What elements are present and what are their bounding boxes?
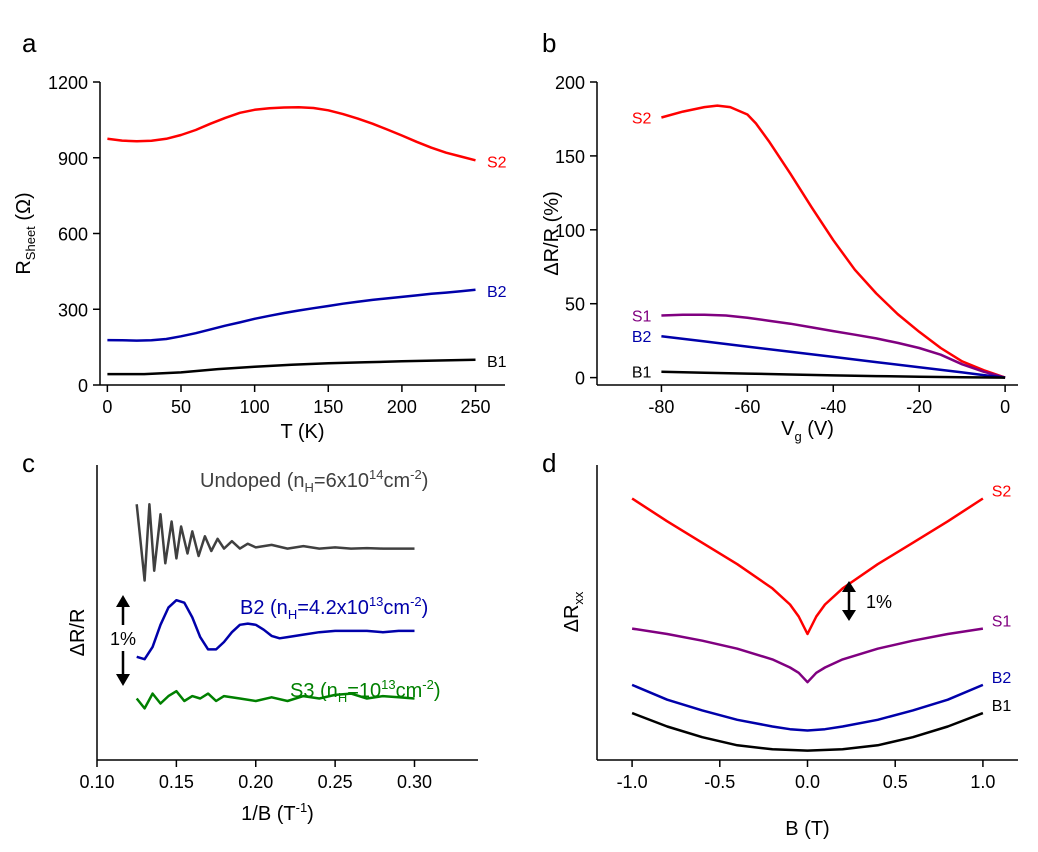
x-tick-label: 0.5	[883, 772, 908, 792]
scale-bar-arrow-down-icon	[842, 610, 856, 621]
x-tick-label: 0.30	[397, 772, 432, 792]
series-b2-line	[631, 683, 984, 732]
y-tick-label: 1200	[48, 73, 88, 93]
y-tick-label: 600	[58, 225, 88, 245]
series-label-b2: B2	[632, 329, 652, 346]
series-b2-line	[136, 598, 415, 661]
annotation-undoped: Undoped (nH=6x1014cm-2)	[200, 467, 428, 495]
x-tick-label: 50	[171, 397, 191, 417]
y-axis-title: RSheet (Ω)	[13, 192, 38, 274]
y-tick-label: 900	[58, 149, 88, 169]
series-b2-line	[661, 334, 1006, 379]
x-tick-label: 0.20	[238, 772, 273, 792]
x-tick-label: 250	[461, 397, 491, 417]
x-tick-label: 1.0	[970, 772, 995, 792]
series-label-b1: B1	[487, 354, 507, 371]
series-label-s2: S2	[632, 110, 652, 127]
x-tick-label: -80	[648, 397, 674, 417]
scale-bar-label: 1%	[110, 629, 136, 649]
x-tick-label: -20	[906, 397, 932, 417]
panel-d: d -1.0 -0.5 0.0 0.5 1.0 S2 S1 B2 B1 1% B (T) ΔRxx	[542, 448, 1018, 840]
series-b1-line	[631, 711, 984, 752]
y-tick-label: 0	[575, 369, 585, 389]
x-tick-label: -1.0	[617, 772, 648, 792]
series-label-b1: B1	[632, 365, 652, 382]
x-tick-label: 200	[387, 397, 417, 417]
series-label-b2: B2	[487, 284, 507, 301]
series-label-s1: S1	[632, 309, 652, 326]
panel-c: c 0.10 0.15 0.20 0.25 0.30 Undoped (nH=6x1014c…	[22, 448, 478, 825]
scale-bar-arrow-up-icon	[116, 595, 130, 607]
series-label-b2: B2	[992, 670, 1012, 687]
series-s2-line	[107, 106, 476, 162]
x-axis-title: Vg (V)	[781, 418, 834, 444]
x-tick-label: 100	[240, 397, 270, 417]
scale-bar-label-bg	[106, 625, 142, 651]
x-tick-label: 0.10	[79, 772, 114, 792]
x-tick-label: 0.25	[318, 772, 353, 792]
x-tick-label: 0.15	[159, 772, 194, 792]
series-s2-line	[661, 104, 1006, 379]
series-label-s2: S2	[487, 154, 507, 171]
y-tick-label: 300	[58, 300, 88, 320]
x-tick-label: -60	[734, 397, 760, 417]
scale-bar-arrow-down-icon	[116, 674, 130, 686]
scale-bar-label: 1%	[866, 592, 892, 612]
series-b1-line	[661, 370, 1006, 379]
x-tick-label: -0.5	[704, 772, 735, 792]
annotation-s3: S3 (nH=1013cm-2)	[290, 677, 441, 705]
x-tick-label: 0	[102, 397, 112, 417]
panel-b: b -80 -60 -40 -20 0 0 50 100 150 200 S2 S1 B2 B1 Vg (V)…	[541, 28, 1018, 444]
y-tick-label: 150	[555, 147, 585, 167]
series-s3-line	[135, 689, 415, 710]
y-tick-label: 0	[78, 376, 88, 396]
y-tick-label: 100	[555, 221, 585, 241]
y-axis-title: ΔRxx	[561, 591, 586, 632]
x-tick-label: 0.0	[795, 772, 820, 792]
panel-label: d	[542, 448, 556, 478]
panel-a: a 0 50 100 150 200 250 0 300 600 900 1200 S2 B2 B1 T (K…	[13, 28, 507, 443]
x-axis-title: T (K)	[280, 421, 324, 443]
panel-label: a	[22, 28, 37, 58]
y-axis-title: ΔR/R (%)	[541, 191, 563, 275]
series-label-s1: S1	[992, 614, 1012, 631]
x-tick-label: -40	[820, 397, 846, 417]
annotation-b2: B2 (nH=4.2x1013cm-2)	[240, 594, 428, 622]
series-s1-line	[661, 313, 1006, 379]
series-label-s2: S2	[992, 484, 1012, 501]
x-tick-label: 0	[1000, 397, 1010, 417]
x-tick-label: 150	[313, 397, 343, 417]
panel-label: b	[542, 28, 556, 58]
y-tick-label: 200	[555, 73, 585, 93]
series-s2-line	[631, 497, 984, 636]
series-label-b1: B1	[992, 698, 1012, 715]
panel-label: c	[22, 448, 35, 478]
scale-bar-arrow-up-icon	[842, 581, 856, 592]
y-axis-title: ΔR/R	[67, 609, 89, 657]
series-s1-line	[631, 627, 984, 684]
series-b1-line	[107, 358, 476, 376]
series-undoped-line	[135, 503, 415, 582]
series-b2-line	[107, 288, 476, 342]
x-axis-title: 1/B (T-1)	[241, 800, 314, 825]
x-axis-title: B (T)	[785, 818, 829, 840]
y-tick-label: 50	[565, 295, 585, 315]
